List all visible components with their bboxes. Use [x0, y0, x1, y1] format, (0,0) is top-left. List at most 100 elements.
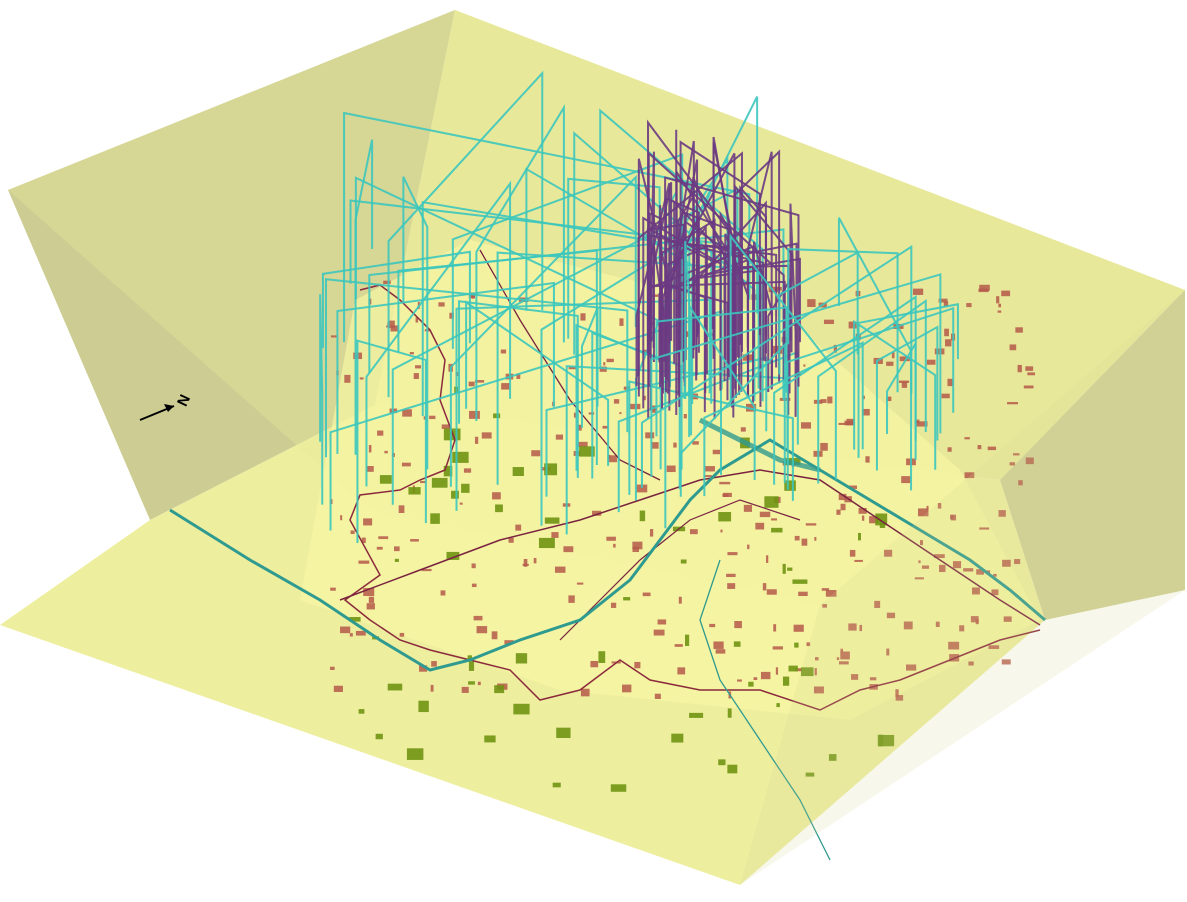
park-patch — [792, 579, 808, 584]
park-patch — [857, 532, 861, 541]
land-use-patch — [421, 568, 432, 572]
land-use-patch — [978, 288, 989, 293]
land-use-patch — [746, 403, 757, 412]
land-use-patch — [848, 321, 857, 329]
park-patch — [513, 703, 530, 715]
land-use-patch — [771, 518, 778, 521]
land-use-patch — [849, 549, 856, 557]
land-use-patch — [474, 436, 479, 444]
land-use-patch — [390, 325, 400, 332]
land-use-patch — [865, 456, 870, 463]
land-use-patch — [766, 589, 777, 595]
land-use-patch — [917, 508, 929, 517]
land-use-patch — [481, 432, 492, 439]
trajectory-path — [786, 306, 955, 448]
park-patch — [787, 567, 793, 571]
land-use-patch — [555, 434, 564, 440]
land-use-patch — [762, 583, 767, 591]
land-use-patch — [968, 661, 974, 666]
land-use-patch — [848, 485, 857, 489]
land-use-patch — [918, 560, 921, 564]
land-use-patch — [964, 472, 975, 479]
trajectory-path — [665, 196, 700, 393]
land-use-patch — [642, 592, 651, 597]
trajectory-path — [787, 248, 899, 393]
land-use-patch — [939, 564, 946, 573]
land-use-patch — [970, 616, 979, 623]
land-use-patch — [430, 684, 434, 692]
land-use-patch — [737, 679, 742, 682]
land-use-patch — [944, 339, 952, 347]
land-use-patch — [813, 686, 824, 694]
land-use-patch — [933, 554, 945, 559]
park-patch — [689, 712, 704, 718]
trajectory-path — [321, 250, 471, 349]
park-patch — [452, 451, 469, 463]
land-use-patch — [772, 646, 783, 650]
land-use-patch — [1018, 480, 1023, 486]
land-use-patch — [619, 318, 624, 326]
park-patch — [748, 681, 754, 687]
land-use-patch — [674, 644, 683, 647]
land-use-patch — [580, 688, 590, 697]
land-use-patch — [551, 532, 559, 538]
park-patch — [467, 655, 472, 660]
park-patch — [544, 517, 560, 524]
land-use-patch — [673, 442, 677, 448]
land-use-patch — [720, 529, 723, 533]
land-use-patch — [838, 422, 849, 425]
park-patch — [461, 483, 470, 493]
land-use-patch — [363, 518, 373, 526]
land-use-patch — [944, 328, 949, 337]
land-use-patch — [755, 522, 765, 530]
land-use-patch — [723, 492, 732, 498]
land-use-patch — [419, 665, 428, 672]
land-use-patch — [606, 536, 616, 541]
park-patch — [788, 665, 798, 672]
land-use-patch — [959, 625, 965, 632]
land-use-patch — [622, 684, 632, 693]
land-use-patch — [1023, 385, 1034, 389]
land-use-patch — [950, 514, 957, 521]
land-use-patch — [610, 602, 617, 608]
land-use-patch — [330, 587, 336, 591]
park-patch — [443, 465, 453, 477]
land-use-patch — [705, 466, 715, 472]
trajectory-path — [684, 241, 693, 436]
trajectory-path — [525, 167, 694, 405]
land-use-patch — [1002, 559, 1011, 567]
land-use-patch — [935, 621, 940, 628]
land-use-patch — [471, 563, 476, 569]
land-use-patch — [501, 383, 510, 390]
trajectory-path — [642, 216, 722, 409]
land-use-patch — [972, 587, 980, 595]
land-use-patch — [441, 424, 450, 429]
land-use-patch — [719, 481, 731, 485]
land-use-patch — [431, 661, 437, 667]
land-use-patch — [901, 381, 908, 388]
land-use-patch — [898, 380, 910, 383]
land-use-patch — [606, 358, 614, 363]
land-use-patch — [619, 412, 622, 415]
trajectory-path — [387, 70, 544, 398]
land-use-patch — [862, 395, 865, 400]
park-patch — [878, 734, 895, 747]
land-use-patch — [634, 661, 641, 669]
land-use-patch — [1025, 366, 1034, 371]
trajectory-path — [402, 176, 429, 470]
land-use-patch — [330, 335, 337, 338]
park-patch — [805, 772, 815, 777]
land-use-patch — [459, 502, 463, 505]
land-use-patch — [355, 630, 366, 636]
land-use-patch — [766, 555, 769, 563]
land-use-patch — [833, 344, 837, 353]
land-use-patch — [979, 527, 990, 530]
park-patch — [552, 782, 561, 788]
land-use-patch — [886, 612, 896, 619]
park-patch — [598, 651, 606, 663]
land-use-patch — [916, 421, 928, 427]
land-use-patch — [814, 668, 817, 676]
land-use-patch — [449, 312, 454, 319]
trajectory-path — [329, 309, 723, 531]
park-patch — [680, 559, 687, 564]
